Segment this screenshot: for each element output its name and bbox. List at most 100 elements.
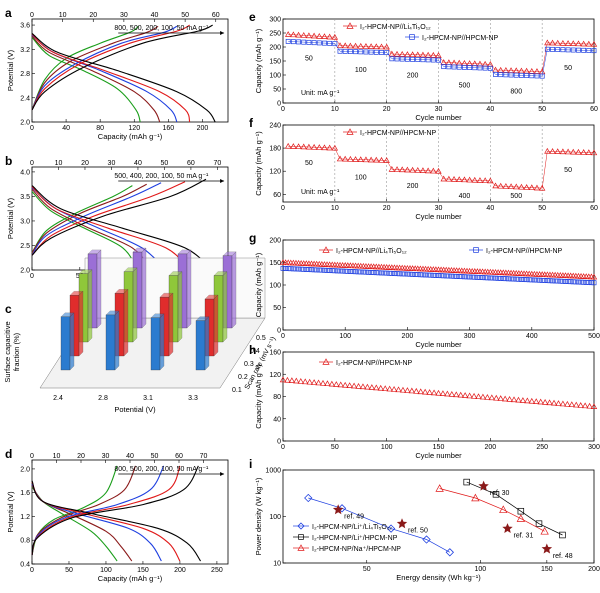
data-point <box>327 268 333 273</box>
data-point <box>436 57 441 63</box>
data-point <box>559 531 566 539</box>
series-line <box>288 41 595 77</box>
legend-label: I₂-HPCM-NP/Na⁺/HPCM-NP <box>312 546 401 553</box>
data-point <box>524 277 530 283</box>
data-point <box>477 275 483 280</box>
data-point <box>430 51 437 58</box>
data-point <box>535 520 543 527</box>
data-point <box>359 383 367 390</box>
data-point <box>332 504 344 515</box>
data-point <box>409 51 416 58</box>
y-axis-label: Potential (V) <box>6 49 15 91</box>
data-point <box>586 48 592 53</box>
y-tick-label: 1.2 <box>20 514 30 521</box>
data-point <box>331 144 339 151</box>
series-line <box>308 497 450 553</box>
data-point <box>461 64 467 70</box>
data-point <box>316 32 323 39</box>
data-point <box>480 275 485 281</box>
data-point <box>342 155 349 162</box>
data-point <box>482 275 488 281</box>
data-point <box>433 273 439 278</box>
data-point <box>580 40 587 47</box>
bar-front <box>60 316 71 371</box>
data-point <box>373 384 380 391</box>
data-point <box>492 182 499 189</box>
x-tick-label: 200 <box>588 566 600 573</box>
data-point <box>279 376 287 383</box>
discharge-curve <box>31 191 138 271</box>
top-tick-label: 10 <box>55 160 63 167</box>
data-point <box>441 64 447 70</box>
data-point <box>438 273 444 279</box>
top-tick-label: 40 <box>134 160 142 167</box>
data-point <box>399 50 406 57</box>
z-tick-label: 0.5 <box>256 335 266 342</box>
x-axis-label: Cycle number <box>415 340 462 349</box>
data-point <box>507 183 515 190</box>
bar-side <box>69 312 75 371</box>
bar-side <box>231 251 237 329</box>
reference-label: ref. 30 <box>490 490 510 497</box>
data-point <box>441 273 447 279</box>
data-point <box>516 514 526 522</box>
bar-top <box>132 247 147 253</box>
x-tick-label: 200 <box>484 444 496 451</box>
data-point <box>443 273 449 279</box>
data-point <box>305 143 313 150</box>
data-point <box>417 388 424 395</box>
plot-frame <box>31 18 229 123</box>
data-point <box>528 397 535 404</box>
data-point <box>297 522 305 530</box>
reference-label: ref. 48 <box>553 553 573 560</box>
x-tick-label: 100 <box>475 566 487 573</box>
charge-curve <box>31 24 190 111</box>
data-point <box>444 390 451 397</box>
data-point <box>488 394 496 401</box>
data-point <box>409 34 415 40</box>
data-point <box>564 40 572 46</box>
bar-front <box>195 320 206 371</box>
y-axis-label: Power density (W kg⁻¹) <box>254 477 263 555</box>
rate-label: 200 <box>407 72 419 79</box>
y-tick-label: 240 <box>269 123 281 130</box>
data-point <box>493 72 498 77</box>
legend-label: I₂-HPCM-NP//HPCM-NP <box>486 248 563 255</box>
data-point <box>334 268 340 274</box>
y-tick-label: 150 <box>269 260 281 267</box>
y-tick-label: 40 <box>273 416 281 423</box>
charge-curve <box>31 181 186 256</box>
data-point <box>590 403 598 409</box>
data-point <box>519 72 524 78</box>
data-point <box>381 270 387 276</box>
bar-side <box>123 288 129 357</box>
bar-top <box>78 269 93 274</box>
y-tick-label: 120 <box>269 169 281 176</box>
data-point <box>383 157 390 163</box>
data-point <box>544 46 550 52</box>
legend-label: I₂-HPCM-NP//HPCM-NP <box>422 35 499 42</box>
data-point <box>358 49 364 55</box>
data-point <box>534 277 540 283</box>
data-point <box>539 277 545 283</box>
data-point <box>555 47 561 52</box>
x-tick-label: 250 <box>536 444 548 451</box>
data-point <box>326 144 333 151</box>
x-tick-label: 300 <box>464 333 476 340</box>
data-point <box>421 388 429 395</box>
y-tick-label: 2.0 <box>20 466 30 473</box>
x-tick-label: 30 <box>435 205 443 212</box>
data-point <box>461 176 468 183</box>
data-point <box>554 39 561 46</box>
data-point <box>288 377 296 384</box>
charge-curve <box>31 465 165 556</box>
rate-label: 100 <box>355 175 367 182</box>
data-point <box>540 527 549 535</box>
data-point <box>393 50 401 57</box>
data-point <box>363 49 369 55</box>
data-point <box>564 400 571 407</box>
x-tick-label: 250 <box>211 567 223 574</box>
data-point <box>590 149 598 156</box>
top-tick-label: 50 <box>161 160 169 167</box>
arrow-head <box>220 179 225 183</box>
